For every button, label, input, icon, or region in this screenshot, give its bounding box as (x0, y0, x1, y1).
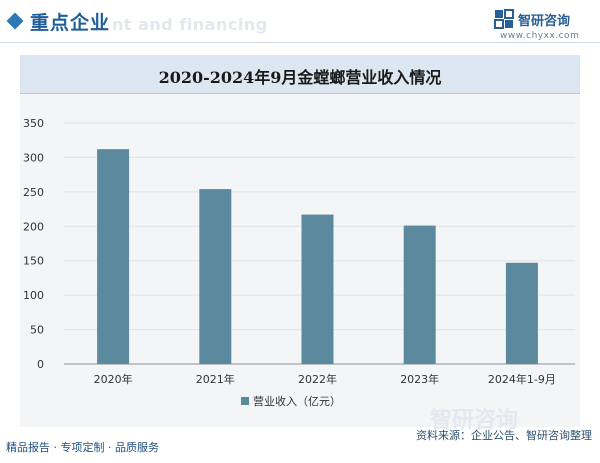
y-tick-label: 300 (23, 151, 44, 164)
y-tick-label: 150 (23, 255, 44, 268)
bar (97, 149, 130, 364)
bar (199, 189, 232, 364)
x-tick-label: 2024年1-9月 (488, 372, 556, 386)
brand-logo-icon (494, 9, 514, 29)
footer-watermark-logo: 智研咨询 (430, 408, 519, 433)
y-tick-label: 250 (23, 186, 44, 199)
x-tick-label: 2020年 (94, 372, 133, 386)
legend-label: 营业收入（亿元） (253, 394, 341, 408)
footer-tagline: 精品报告 · 专项定制 · 品质服务 (6, 441, 159, 454)
y-tick-label: 50 (30, 324, 44, 337)
bar (403, 225, 436, 364)
brand-url: www.chyxx.com (500, 31, 580, 41)
y-tick-label: 200 (23, 220, 44, 233)
brand-name: 智研咨询 (518, 14, 571, 29)
x-tick-label: 2023年 (400, 372, 439, 386)
header-divider (0, 42, 600, 43)
bar-chart: 0 50 100 150 200 250 300 350 2020年 2021年 2022年 2023… (23, 117, 575, 408)
section-title: 重点企业 (30, 12, 111, 34)
y-tick-label: 350 (23, 117, 44, 130)
watermark-text: nt and financing (112, 15, 268, 34)
chart-title: 2020-2024年9月金螳螂营业收入情况 (158, 68, 442, 87)
bar (505, 262, 538, 364)
y-tick-label: 0 (37, 358, 44, 371)
bar (301, 214, 334, 364)
x-tick-label: 2022年 (298, 372, 337, 386)
source-note: 资料来源：企业公告、智研咨询整理 (416, 429, 592, 442)
chart-panel: 2020-2024年9月金螳螂营业收入情况 0 50 100 150 200 250 300… (20, 55, 580, 427)
x-tick-label: 2021年 (196, 372, 235, 386)
top-bar: 重点企业 nt and financing 智研咨询 www.chyxx.com (0, 0, 600, 44)
legend-swatch (241, 397, 249, 405)
diamond-icon (6, 12, 24, 30)
brand[interactable]: 智研咨询 www.chyxx.com (494, 9, 584, 43)
y-tick-label: 100 (23, 289, 44, 302)
chart-header: 2020-2024年9月金螳螂营业收入情况 (20, 55, 580, 94)
